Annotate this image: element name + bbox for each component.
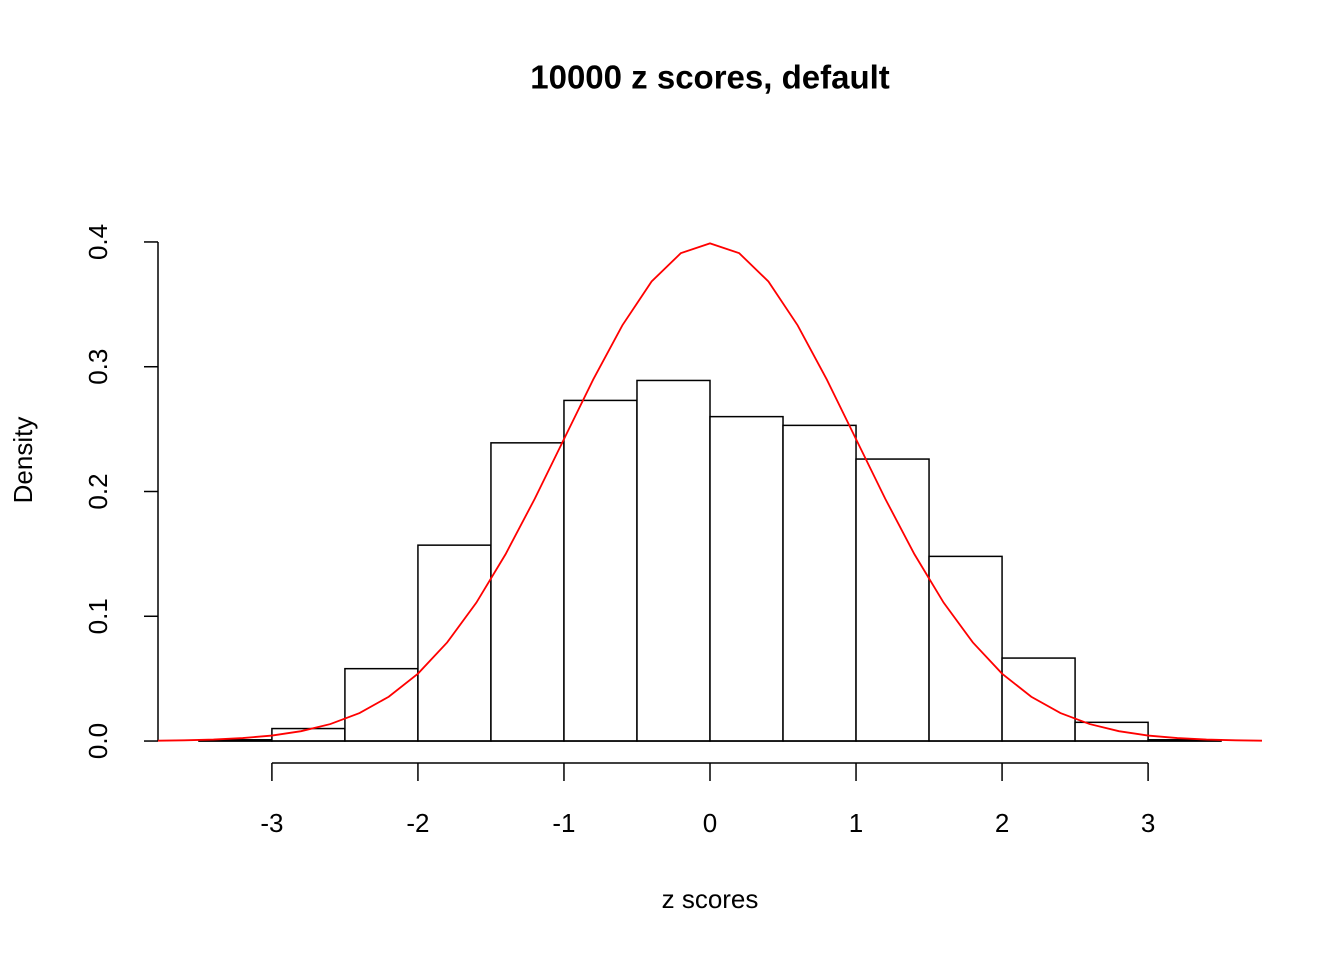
chart-title: 10000 z scores, default	[530, 59, 890, 96]
bar	[855, 458, 930, 742]
x-tick-label: -2	[406, 808, 429, 838]
x-tick-label: 2	[995, 808, 1009, 838]
x-tick-label: -1	[552, 808, 575, 838]
x-tick-label: 1	[849, 808, 863, 838]
y-tick-label: 0.2	[83, 473, 113, 509]
x-axis-label: z scores	[662, 884, 759, 914]
y-tick-label: 0.1	[83, 598, 113, 634]
y-tick-label: 0.3	[83, 349, 113, 385]
bar	[417, 544, 492, 742]
bar	[636, 379, 711, 742]
y-tick-label: 0.4	[83, 224, 113, 260]
bar	[344, 667, 419, 742]
bar	[709, 415, 784, 742]
bar	[563, 399, 638, 742]
x-tick-label: 0	[703, 808, 717, 838]
x-tick-label: -3	[260, 808, 283, 838]
bar	[1074, 721, 1149, 742]
bar	[490, 442, 565, 742]
bar	[782, 424, 857, 742]
x-tick-label: 3	[1141, 808, 1155, 838]
density-curve	[157, 242, 1263, 742]
y-tick-label: 0.0	[83, 723, 113, 759]
bar	[1001, 657, 1076, 742]
y-axis-label: Density	[8, 417, 38, 504]
bar	[928, 555, 1003, 742]
